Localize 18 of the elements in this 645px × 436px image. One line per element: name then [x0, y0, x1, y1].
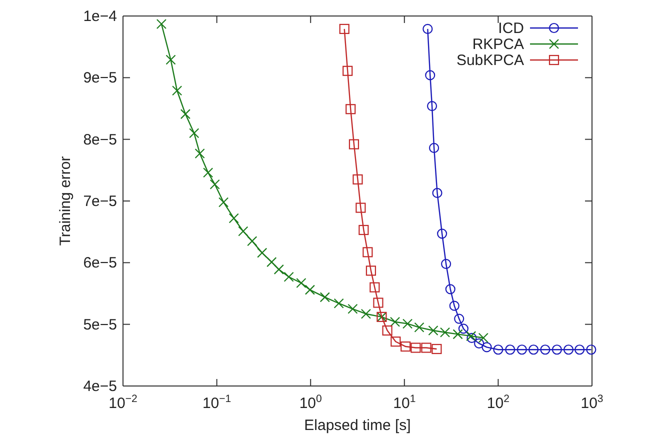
x-tick-label: 10$^{1}$ — [393, 393, 416, 412]
x-tick-label: 10$^{0}$ — [299, 393, 322, 412]
legend-label: ICD — [498, 20, 524, 37]
x-tick-label: 10$^{3}$ — [580, 393, 604, 412]
x-tick-label: 10$^{−2}$ — [108, 393, 138, 412]
x-tick-label: 10$^{2}$ — [486, 393, 510, 412]
y-axis-title: Training error — [57, 156, 74, 246]
legend-label: SubKPCA — [456, 52, 524, 69]
y-tick-label: 6e−5 — [83, 254, 117, 272]
y-tick-label: 4e−5 — [83, 378, 117, 395]
y-tick-label: 9e−5 — [83, 70, 117, 87]
x-tick-label: 10$^{−1}$ — [202, 393, 232, 412]
x-axis-title: Elapsed time [s] — [304, 417, 411, 434]
y-tick-label: 8e−5 — [83, 131, 117, 148]
y-tick-label: 1e−4 — [83, 8, 117, 25]
y-tick-label: 5e−5 — [83, 316, 117, 334]
y-tick-label: 7e−5 — [83, 193, 117, 210]
legend-label: RKPCA — [472, 36, 524, 53]
